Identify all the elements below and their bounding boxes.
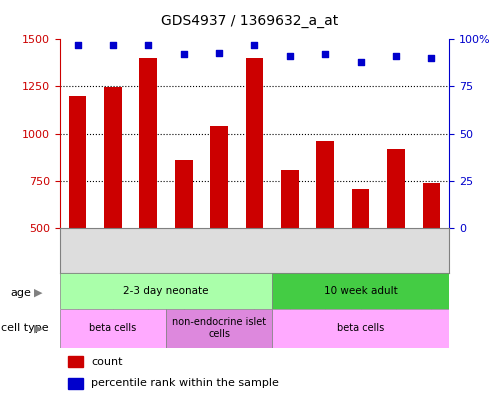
Text: beta cells: beta cells [337, 323, 384, 333]
FancyBboxPatch shape [166, 309, 272, 348]
Text: 10 week adult: 10 week adult [324, 286, 398, 296]
FancyBboxPatch shape [272, 309, 449, 348]
Bar [387, 149, 405, 228]
Point [286, 53, 294, 59]
Bar [281, 171, 299, 228]
Point [144, 42, 152, 48]
Text: non-endocrine islet
cells: non-endocrine islet cells [172, 318, 266, 339]
Text: ▶: ▶ [34, 323, 42, 333]
Point [73, 42, 81, 48]
Point [109, 42, 117, 48]
Bar [352, 189, 369, 228]
Point [215, 50, 223, 56]
Bar [210, 126, 228, 228]
Bar [104, 87, 122, 228]
Bar [68, 356, 83, 367]
Bar [316, 141, 334, 228]
Point [392, 53, 400, 59]
Text: 2-3 day neonate: 2-3 day neonate [123, 286, 209, 296]
Bar [246, 58, 263, 228]
Text: ▶: ▶ [34, 288, 42, 298]
Point [321, 51, 329, 57]
Bar [68, 378, 83, 389]
Text: age: age [10, 288, 31, 298]
Bar [140, 58, 157, 228]
Point [180, 51, 188, 57]
Point [250, 42, 258, 48]
Text: cell type: cell type [1, 323, 48, 333]
Text: beta cells: beta cells [89, 323, 137, 333]
FancyBboxPatch shape [272, 273, 449, 309]
Text: GDS4937 / 1369632_a_at: GDS4937 / 1369632_a_at [161, 14, 338, 28]
Point [428, 55, 436, 61]
Bar [69, 96, 86, 228]
Text: count: count [91, 357, 123, 367]
FancyBboxPatch shape [60, 309, 166, 348]
Text: percentile rank within the sample: percentile rank within the sample [91, 378, 279, 389]
Point [357, 59, 365, 65]
FancyBboxPatch shape [60, 273, 272, 309]
Bar [423, 183, 440, 228]
Bar [175, 160, 193, 228]
